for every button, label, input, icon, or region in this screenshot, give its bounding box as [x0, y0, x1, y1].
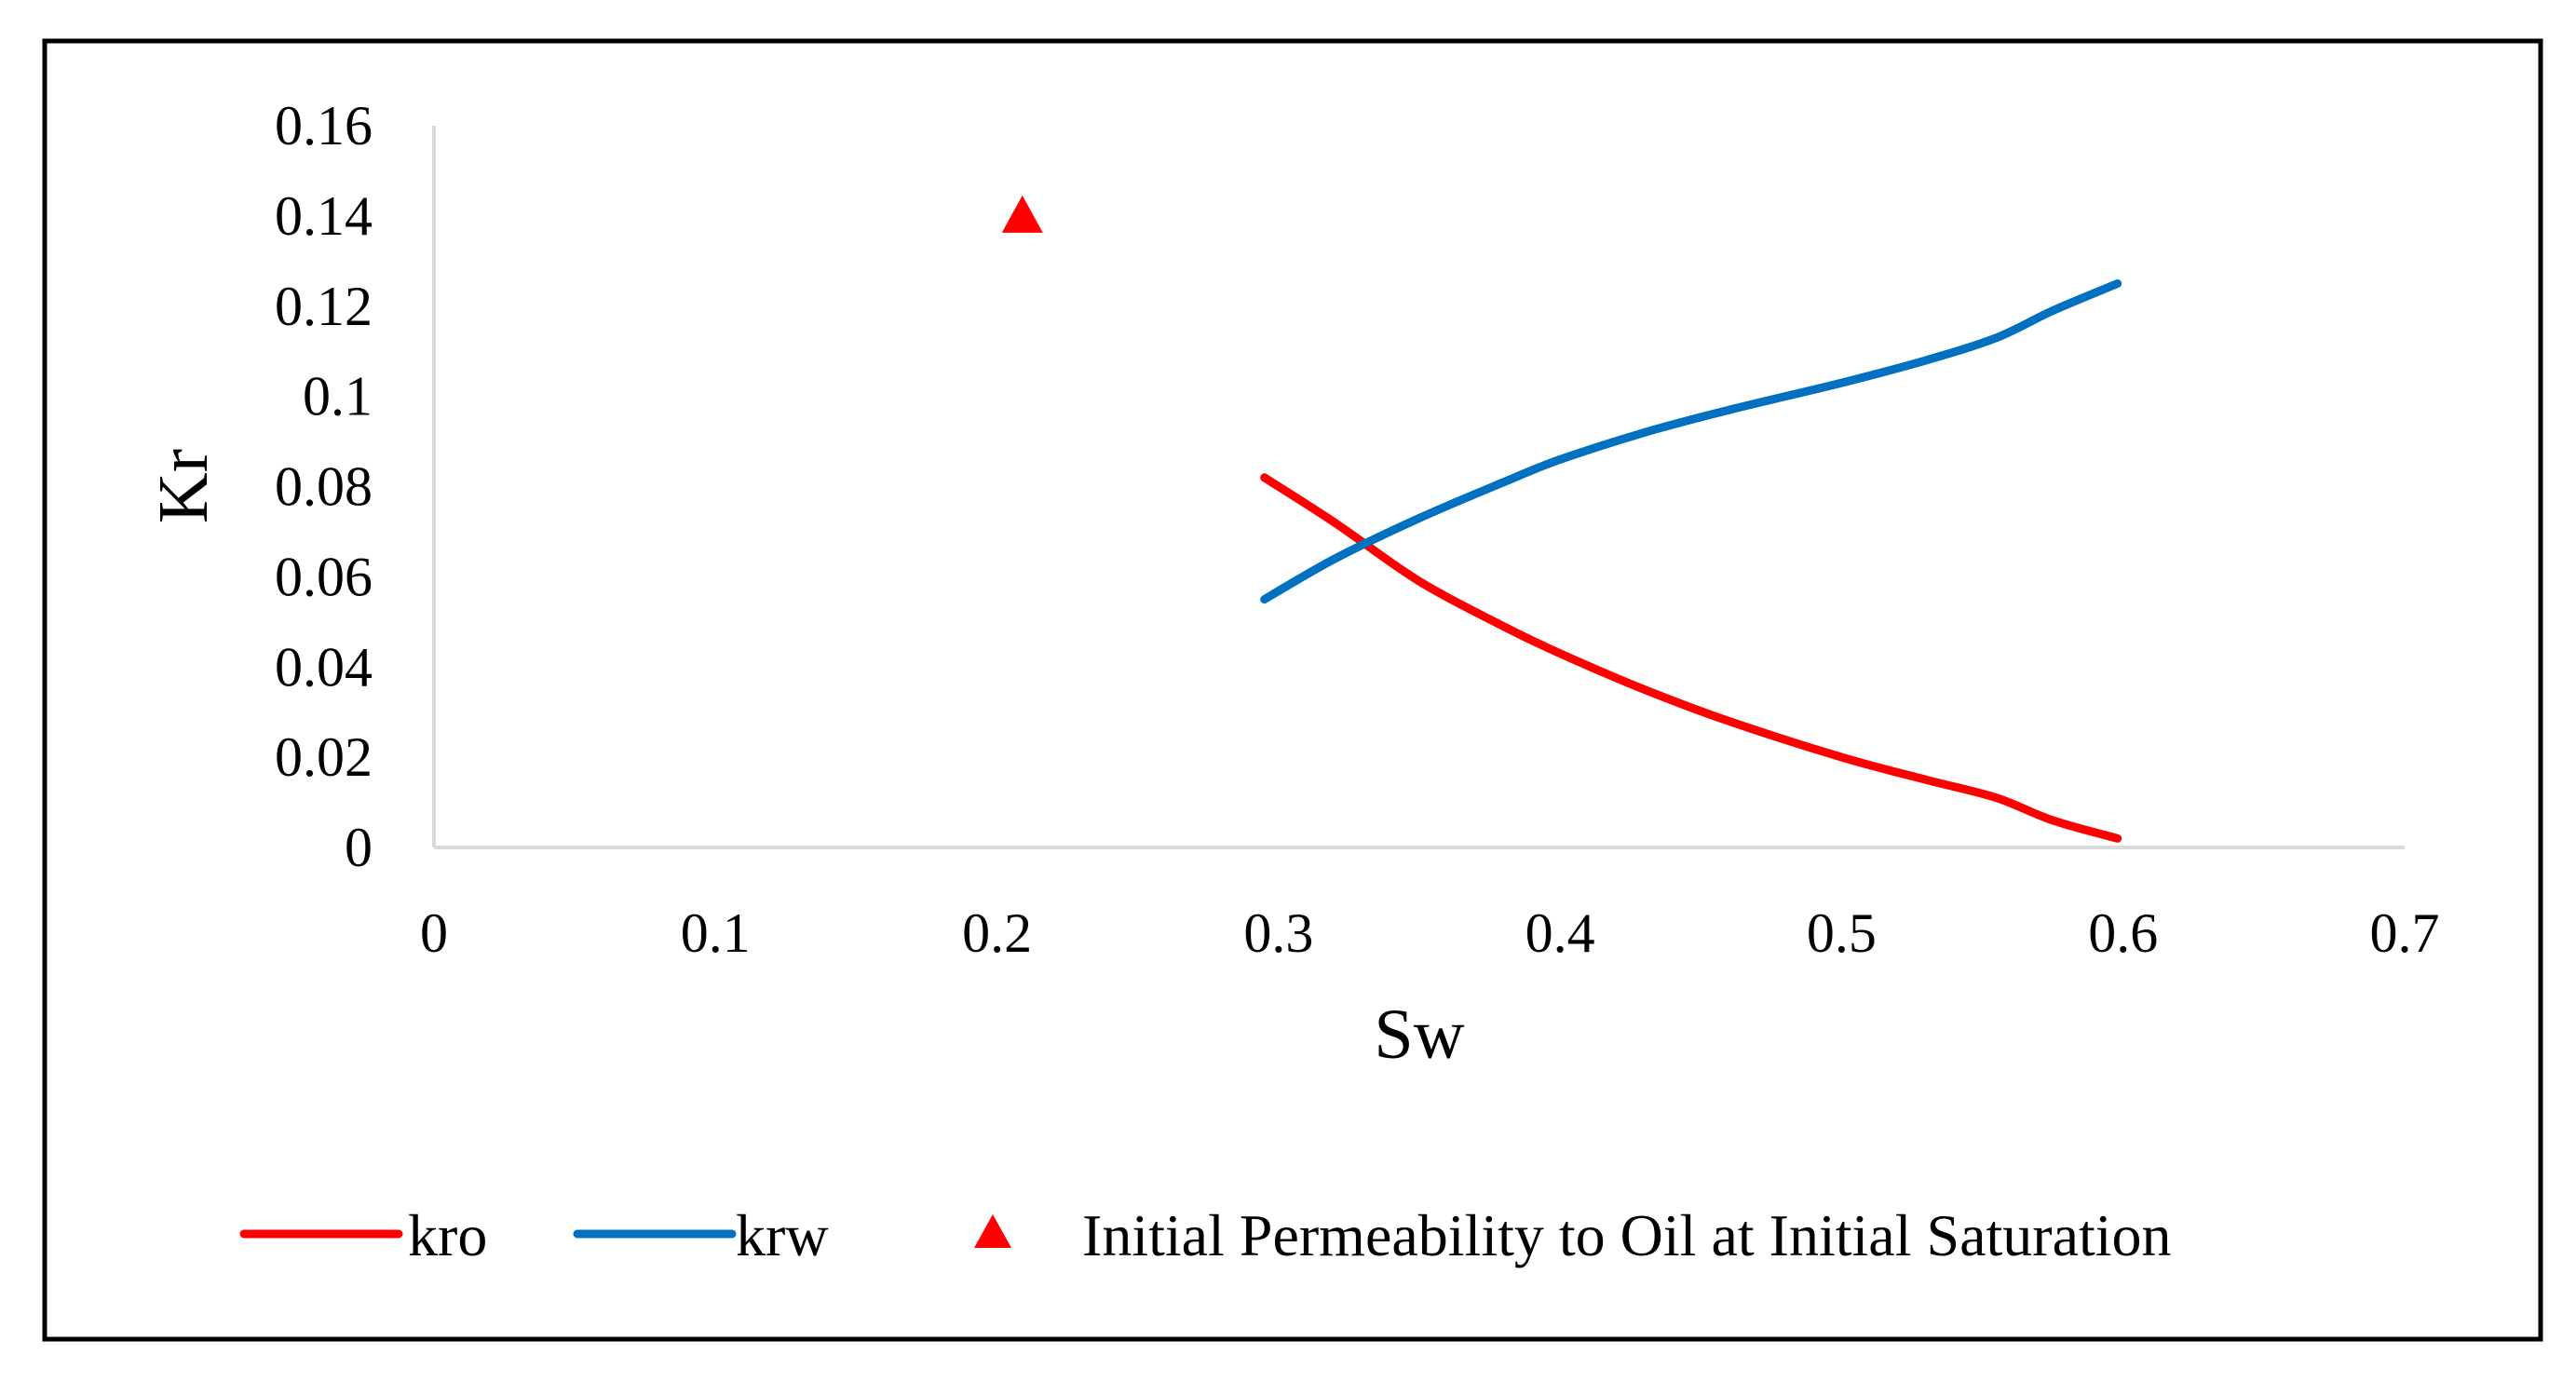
y-tick-label: 0.02	[275, 726, 373, 788]
x-tick-label: 0.4	[1525, 902, 1595, 964]
y-tick-label: 0.1	[303, 366, 373, 427]
legend-label-kro: kro	[408, 1202, 487, 1268]
y-tick-label: 0.06	[275, 546, 373, 607]
series-line-kro	[1260, 473, 2122, 843]
initial-permeability-point	[1001, 195, 1043, 233]
x-tick-label: 0.6	[2088, 902, 2158, 964]
x-tick-label: 0.3	[1243, 902, 1313, 964]
legend: kro krw Initial Permeability to Oil at I…	[239, 1202, 2172, 1268]
y-tick-label: 0.04	[275, 636, 373, 698]
x-tick-labels: 0 0.1 0.2 0.3 0.4 0.5 0.6 0.7	[420, 902, 2440, 964]
x-tick-label: 0.5	[1807, 902, 1877, 964]
series-line-krw	[1260, 279, 2122, 604]
y-tick-label: 0.12	[275, 276, 373, 337]
y-tick-label: 0.14	[275, 185, 373, 247]
legend-label-initial-permeability: Initial Permeability to Oil at Initial S…	[1082, 1202, 2172, 1268]
x-tick-label: 0	[420, 902, 448, 964]
legend-triangle-icon	[974, 1214, 1011, 1248]
x-tick-label: 0.1	[681, 902, 751, 964]
legend-label-krw: krw	[736, 1202, 829, 1268]
x-axis-title: Sw	[1374, 996, 1464, 1074]
y-tick-label: 0.08	[275, 456, 373, 518]
y-axis-title: Kr	[144, 449, 223, 523]
y-tick-label: 0	[345, 817, 373, 878]
chart-frame	[42, 38, 2543, 1342]
x-tick-label: 0.2	[962, 902, 1032, 964]
series-layer	[1001, 195, 2122, 843]
y-tick-label: 0.16	[275, 95, 373, 156]
x-tick-label: 0.7	[2370, 902, 2440, 964]
y-tick-labels: 0 0.02 0.04 0.06 0.08 0.1 0.12 0.14 0.16	[275, 95, 373, 878]
